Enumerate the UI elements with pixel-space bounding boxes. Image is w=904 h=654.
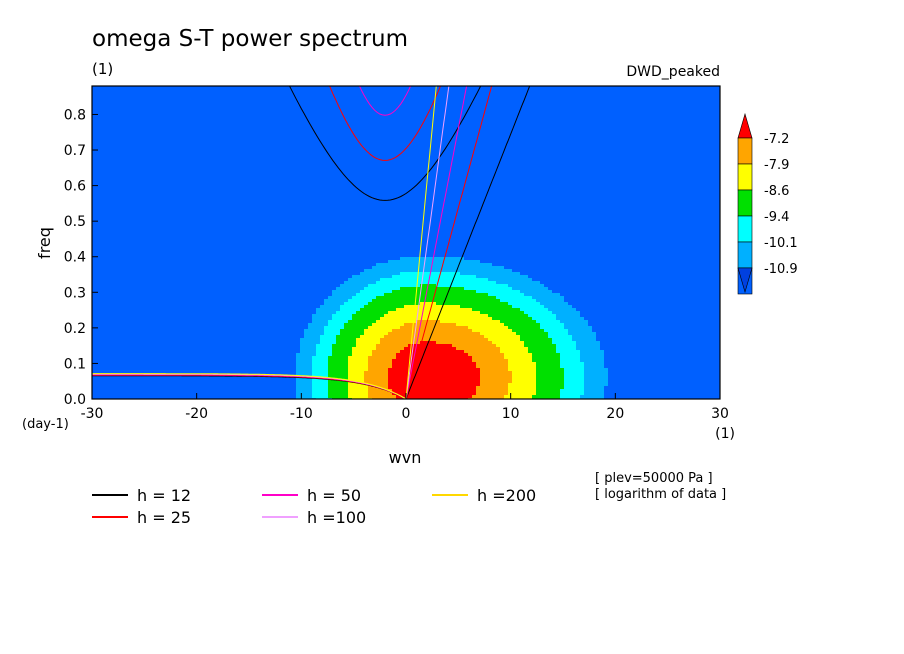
x-tick-label: -20: [185, 406, 208, 422]
legend-label: h =200: [477, 486, 536, 505]
y-tick-label: 0.7: [64, 143, 86, 159]
heatmap-field: [92, 86, 720, 399]
colorbar-bottom-arrow: [737, 267, 753, 294]
colorbar: -7.2 -7.9 -8.6 -9.4 -10.1 -10.9: [737, 112, 798, 295]
dispersion-h-200: [92, 86, 437, 399]
legend-label: h = 12: [137, 486, 191, 505]
colorbar-label: -7.2: [764, 132, 789, 147]
legend-label: h = 50: [307, 486, 361, 505]
y-tick-label: 0.2: [64, 321, 86, 337]
legend-entry: h =200: [432, 486, 536, 505]
x-axis-unit: (1): [715, 426, 735, 442]
legend-entry: h = 25: [92, 508, 191, 527]
colorbar-label: -7.9: [764, 158, 789, 173]
y-tick-label: 0.1: [64, 356, 86, 372]
colorbar-swatch: [737, 137, 753, 165]
y-tick-label: 0.6: [64, 179, 86, 195]
x-tick-label: -30: [81, 406, 104, 422]
legend-label: h = 25: [137, 508, 191, 527]
y-tick-label: 0.8: [64, 107, 86, 123]
x-tick-label: 0: [402, 406, 411, 422]
legend: h = 12 h = 25 h = 50 h =100 h =200: [92, 486, 536, 527]
legend-entry: h = 12: [92, 486, 191, 505]
colorbar-top-arrow: [737, 112, 753, 139]
units-label: (1): [92, 60, 113, 78]
legend-label: h =100: [307, 508, 366, 527]
y-tick-label: 0.5: [64, 214, 86, 230]
legend-entry: h = 50: [262, 486, 361, 505]
colorbar-label: -9.4: [764, 210, 789, 225]
x-tick-label: 20: [606, 406, 624, 422]
colorbar-label: -10.1: [764, 236, 798, 251]
note-plev: [ plev=50000 Pa ]: [595, 471, 713, 486]
chart-title: omega S-T power spectrum: [92, 26, 408, 52]
plot-area: [91, 85, 721, 400]
y-tick-label: 0.3: [64, 285, 86, 301]
x-axis: -30 -20 -10 0 10 20 30: [81, 393, 729, 422]
model-label: DWD_peaked: [626, 64, 720, 80]
x-tick-label: 30: [711, 406, 729, 422]
colorbar-swatch: [737, 241, 753, 269]
dispersion-curves: [92, 86, 531, 399]
x-tick-label: -10: [290, 406, 313, 422]
colorbar-label: -10.9: [764, 262, 798, 277]
x-tick-label: 10: [502, 406, 520, 422]
x-axis-label: wvn: [389, 448, 422, 467]
y-tick-label: 0.0: [64, 392, 86, 408]
y-axis: 0.0 0.1 0.2 0.3 0.4 0.5 0.6 0.7 0.8: [64, 107, 98, 408]
y-tick-label: 0.4: [64, 250, 86, 266]
y-axis-label: freq: [35, 227, 54, 259]
y-axis-unit: (day-1): [22, 417, 69, 432]
note-log: [ logarithm of data ]: [595, 487, 726, 502]
legend-entry: h =100: [262, 508, 366, 527]
colorbar-label: -8.6: [764, 184, 789, 199]
colorbar-swatch: [737, 163, 753, 191]
colorbar-swatch: [737, 215, 753, 243]
colorbar-swatch: [737, 189, 753, 217]
